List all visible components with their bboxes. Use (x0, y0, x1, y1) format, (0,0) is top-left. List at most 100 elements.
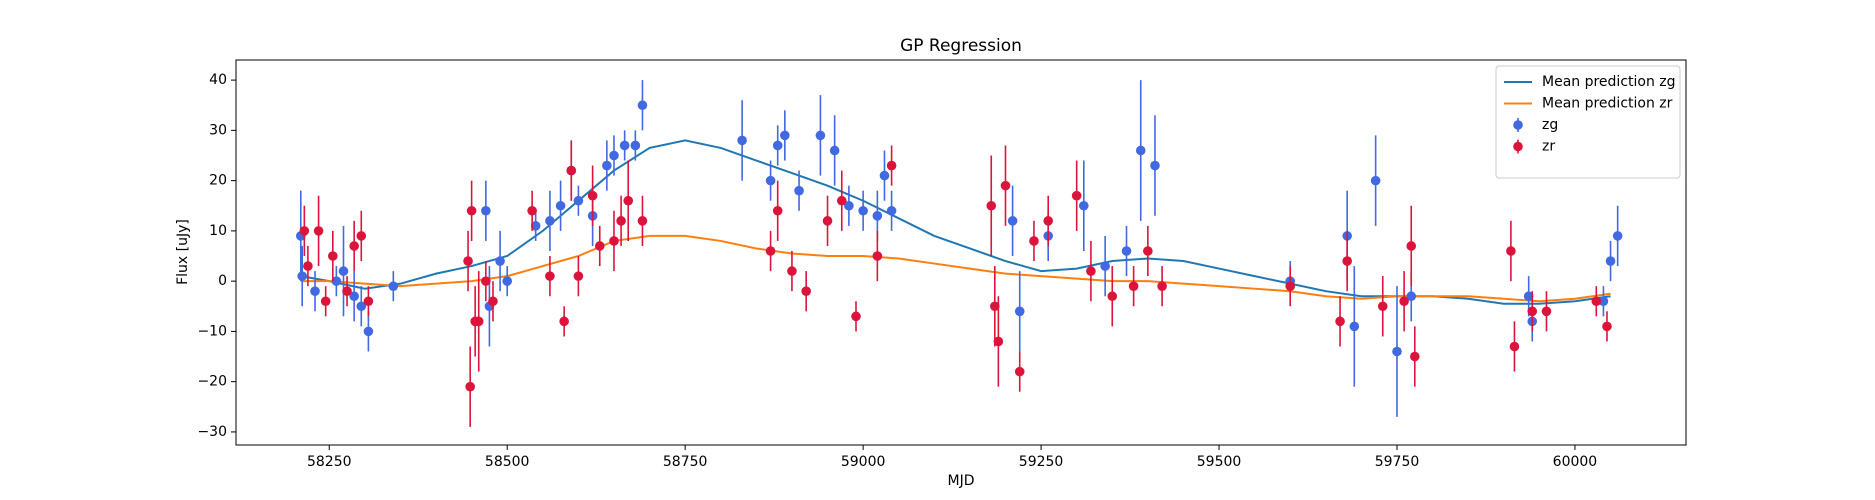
point (986, 200, 997, 211)
point (1143, 246, 1153, 256)
point (1598, 296, 1609, 307)
point (851, 311, 861, 322)
y-tick-label: 0 (218, 273, 227, 289)
point (566, 165, 577, 176)
point (836, 195, 847, 206)
point (310, 286, 320, 297)
point (1100, 261, 1110, 271)
point (530, 221, 541, 231)
x-axis-label: MJD (948, 473, 975, 489)
point (559, 316, 569, 327)
point (787, 266, 797, 276)
point (1349, 321, 1360, 332)
point (623, 195, 634, 206)
point (488, 296, 498, 307)
point (481, 276, 491, 286)
point (765, 246, 776, 256)
point (815, 130, 826, 141)
x-tick-label: 59500 (1197, 454, 1242, 470)
point (1605, 256, 1616, 266)
point (1370, 175, 1381, 186)
point (555, 200, 566, 211)
y-tick-label: 40 (209, 72, 227, 88)
legend-label: zr (1542, 139, 1555, 155)
legend-box (1495, 65, 1681, 179)
point (993, 336, 1004, 347)
point (463, 256, 473, 266)
point (780, 130, 790, 141)
point (320, 296, 331, 307)
point (772, 140, 783, 151)
point (473, 316, 484, 327)
point (356, 301, 367, 312)
point (1591, 296, 1602, 307)
point (1406, 291, 1417, 302)
plot-frame (235, 59, 1687, 446)
point (602, 160, 612, 171)
point (858, 205, 868, 216)
x-tick-label: 58250 (307, 454, 352, 470)
point (363, 296, 374, 307)
legend-swatch (1513, 120, 1523, 130)
point (573, 271, 584, 281)
point (303, 261, 313, 271)
point (794, 185, 804, 196)
point (1541, 306, 1552, 317)
point (495, 256, 505, 266)
point (1128, 281, 1139, 291)
point (801, 286, 811, 297)
x-tick-label: 58500 (485, 454, 530, 470)
point (313, 226, 324, 236)
point (1527, 306, 1538, 317)
point (388, 281, 399, 291)
x-tick-label: 59250 (1019, 454, 1064, 470)
point (545, 216, 555, 226)
point (1506, 246, 1516, 256)
x-tick-label: 60000 (1553, 454, 1598, 470)
point (637, 100, 648, 111)
point (844, 200, 854, 211)
y-tick-label: −10 (197, 323, 227, 339)
y-tick-label: 20 (209, 173, 227, 189)
point (1612, 231, 1623, 241)
point (299, 226, 310, 236)
y-tick-label: −30 (197, 424, 227, 440)
point (594, 241, 605, 251)
point (1342, 256, 1352, 266)
point (1285, 281, 1296, 291)
point (886, 160, 897, 171)
point (1014, 306, 1025, 317)
point (1078, 200, 1089, 211)
point (1392, 346, 1402, 357)
y-tick-label: 10 (209, 223, 227, 239)
point (1014, 366, 1025, 377)
point (1602, 321, 1612, 332)
point (609, 150, 619, 161)
chart-title: GP Regression (900, 36, 1022, 56)
point (481, 205, 491, 216)
point (297, 271, 308, 281)
point (1000, 180, 1011, 191)
legend-label: Mean prediction zr (1542, 96, 1673, 112)
point (829, 145, 840, 156)
point (637, 216, 648, 226)
point (349, 291, 359, 302)
x-tick-label: 59000 (841, 454, 886, 470)
point (1043, 216, 1053, 226)
point (1107, 291, 1118, 302)
point (616, 216, 626, 226)
legend-label: Mean prediction zg (1542, 74, 1676, 90)
point (619, 140, 630, 151)
point (587, 190, 598, 201)
point (331, 276, 342, 286)
point (342, 286, 352, 297)
point (1335, 316, 1345, 327)
point (1409, 351, 1420, 362)
y-tick-label: 30 (209, 122, 227, 138)
point (1523, 291, 1534, 302)
point (1377, 301, 1388, 312)
point (1157, 281, 1167, 291)
point (1399, 296, 1409, 307)
point (1150, 160, 1160, 171)
